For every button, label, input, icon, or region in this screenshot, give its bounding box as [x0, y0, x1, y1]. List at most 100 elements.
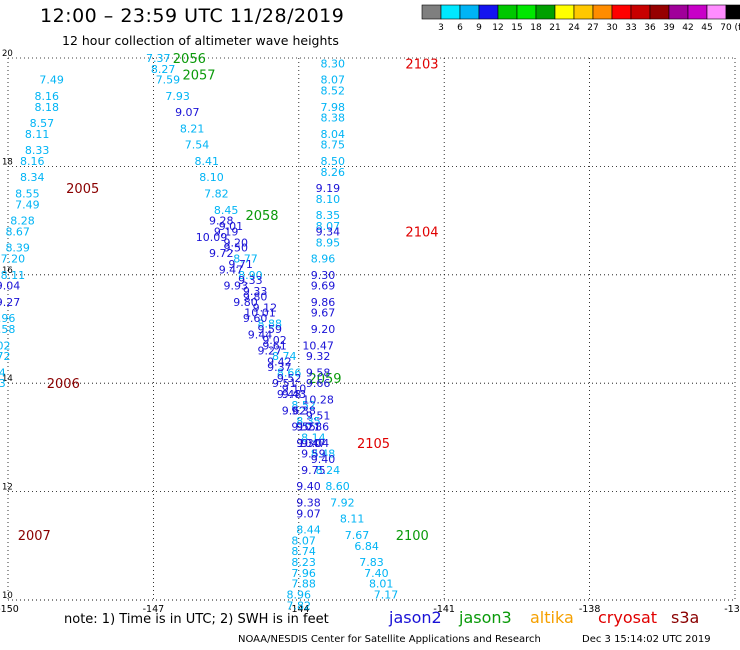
chart-grid — [7, 57, 736, 601]
wave-height-point: 9.86 — [311, 296, 336, 309]
wave-height-point: 8.21 — [180, 122, 205, 135]
wave-height-point: 9.51 — [306, 410, 331, 423]
wave-height-point: 9.47 — [219, 263, 244, 276]
wave-height-point: 9.80 — [233, 296, 258, 309]
color-bin-tick-label: 70 — [720, 23, 732, 33]
wave-height-point: 8.30 — [320, 57, 345, 70]
color-bin-swatch — [725, 4, 740, 20]
wave-height-point: 8.74 — [272, 350, 297, 363]
wave-height-point: 7.20 — [1, 253, 26, 266]
satellite-tracks: 7.498.168.188.578.118.338.168.348.557.49… — [0, 52, 439, 612]
wave-height-point: 9.10 — [282, 383, 307, 396]
wave-height-point: 9.38 — [291, 404, 316, 417]
wave-height-point: 8.57 — [30, 117, 55, 130]
pass-id-label: 2104 — [405, 225, 438, 240]
wave-height-point: 10.04 — [298, 437, 330, 450]
wave-height-point: 8.11 — [340, 513, 365, 526]
wave-height-point: 7.88 — [291, 578, 316, 591]
wave-height-point: 8.50 — [320, 155, 345, 168]
wave-height-point: 8.33 — [25, 144, 50, 157]
color-bin-swatch — [630, 4, 651, 20]
wave-height-point: 8.77 — [233, 253, 258, 266]
footer-credit: NOAA/NESDIS Center for Satellite Applica… — [238, 634, 541, 645]
x-tick-label: -150 — [0, 604, 19, 615]
wave-height-point: 9.67 — [311, 307, 336, 320]
color-bin-tick-label: 36 — [644, 23, 656, 33]
wave-height-point: 9.38 — [296, 496, 321, 509]
wave-height-point: 8.96 — [0, 312, 15, 325]
wave-height-point: 9.04 — [0, 280, 20, 293]
pass-id-label: 2059 — [308, 372, 341, 387]
wave-height-point: 8.60 — [325, 480, 350, 493]
wave-height-point: 9.33 — [238, 274, 263, 287]
color-bin-swatch — [687, 4, 708, 20]
x-tick-label: -144 — [288, 604, 310, 615]
wave-height-point: 8.38 — [320, 112, 345, 125]
wave-height-point: 9.01 — [219, 220, 244, 233]
wave-height-point: 9.28 — [209, 215, 234, 228]
wave-height-point: 9.80 — [243, 290, 268, 303]
wave-height-point: 8.11 — [1, 269, 26, 282]
wave-height-point: 9.27 — [257, 345, 282, 358]
color-bin-tick-label: 24 — [568, 23, 580, 33]
color-bin-swatch — [440, 4, 461, 20]
color-bin-tick-label: 6 — [457, 23, 463, 33]
wave-height-point: 7.82 — [287, 599, 312, 612]
wave-height-point: 7.98 — [320, 101, 345, 114]
color-bin-swatch — [592, 4, 613, 20]
wave-height-point: 8.74 — [291, 545, 316, 558]
wave-height-point: 8.75 — [320, 139, 345, 152]
color-bin-tick-label: 21 — [549, 23, 560, 33]
wave-height-point: 9.75 — [301, 464, 326, 477]
wave-height-point: 9.19 — [316, 182, 341, 195]
wave-height-point: 9.44 — [248, 328, 273, 341]
color-bin-tick-label: 9 — [476, 23, 482, 33]
wave-height-point: 8.58 — [0, 323, 15, 336]
color-bin-swatch — [459, 4, 480, 20]
pass-id-label: 2005 — [66, 182, 99, 197]
wave-height-point: 9.47 — [301, 437, 326, 450]
wave-height-point: 8.14 — [301, 431, 326, 444]
color-bar-unit-label: (ft) — [734, 23, 740, 33]
y-tick-label: 16 — [2, 266, 13, 276]
wave-height-point: 9.62 — [282, 404, 307, 417]
wave-height-point: 7.67 — [345, 529, 370, 542]
legend-altika: altika — [530, 608, 574, 627]
color-bin-tick-label: 12 — [492, 23, 503, 33]
wave-height-point: 9.43 — [282, 388, 307, 401]
wave-height-point: 8.07 — [291, 534, 316, 547]
wave-height-point: 10.01 — [244, 307, 276, 320]
wave-height-point: 7.49 — [15, 198, 40, 211]
wave-height-point: 9.42 — [267, 356, 292, 369]
pass-id-label: 2103 — [405, 57, 438, 72]
color-bin-swatch — [706, 4, 727, 20]
wave-height-point: 7.82 — [204, 188, 229, 201]
wave-height-point: 9.02 — [262, 334, 287, 347]
wave-height-point: 8.55 — [15, 188, 40, 201]
wave-height-point: 9.21 — [296, 421, 321, 434]
wave-height-point: 8.52 — [320, 85, 345, 98]
wave-height-point: 7.17 — [374, 589, 399, 602]
y-tick-label: 12 — [2, 483, 13, 493]
legend-s3a: s3a — [671, 608, 700, 627]
wave-height-point: 9.32 — [306, 350, 331, 363]
wave-height-point: 9.20 — [224, 236, 249, 249]
wave-height-point: 8.01 — [369, 578, 394, 591]
wave-height-point: 8.45 — [214, 204, 239, 217]
wave-height-point: 8.07 — [316, 220, 341, 233]
wave-height-point: 9.19 — [214, 225, 239, 238]
pass-id-label: 2100 — [396, 529, 429, 544]
color-bin-swatch — [478, 4, 499, 20]
color-bin-tick-label: 30 — [606, 23, 618, 33]
wave-height-point: 7.59 — [156, 74, 181, 87]
wave-height-point: 9.55 — [291, 421, 316, 434]
wave-height-point: 9.69 — [311, 280, 336, 293]
color-bin-swatch — [611, 4, 632, 20]
color-bin-swatch — [516, 4, 537, 20]
wave-height-point: 9.72 — [209, 247, 234, 260]
y-tick-label: 18 — [2, 157, 13, 167]
y-tick-label: 20 — [2, 49, 13, 59]
wave-height-point: 8.07 — [320, 74, 345, 87]
wave-height-point: 8.96 — [287, 589, 312, 602]
